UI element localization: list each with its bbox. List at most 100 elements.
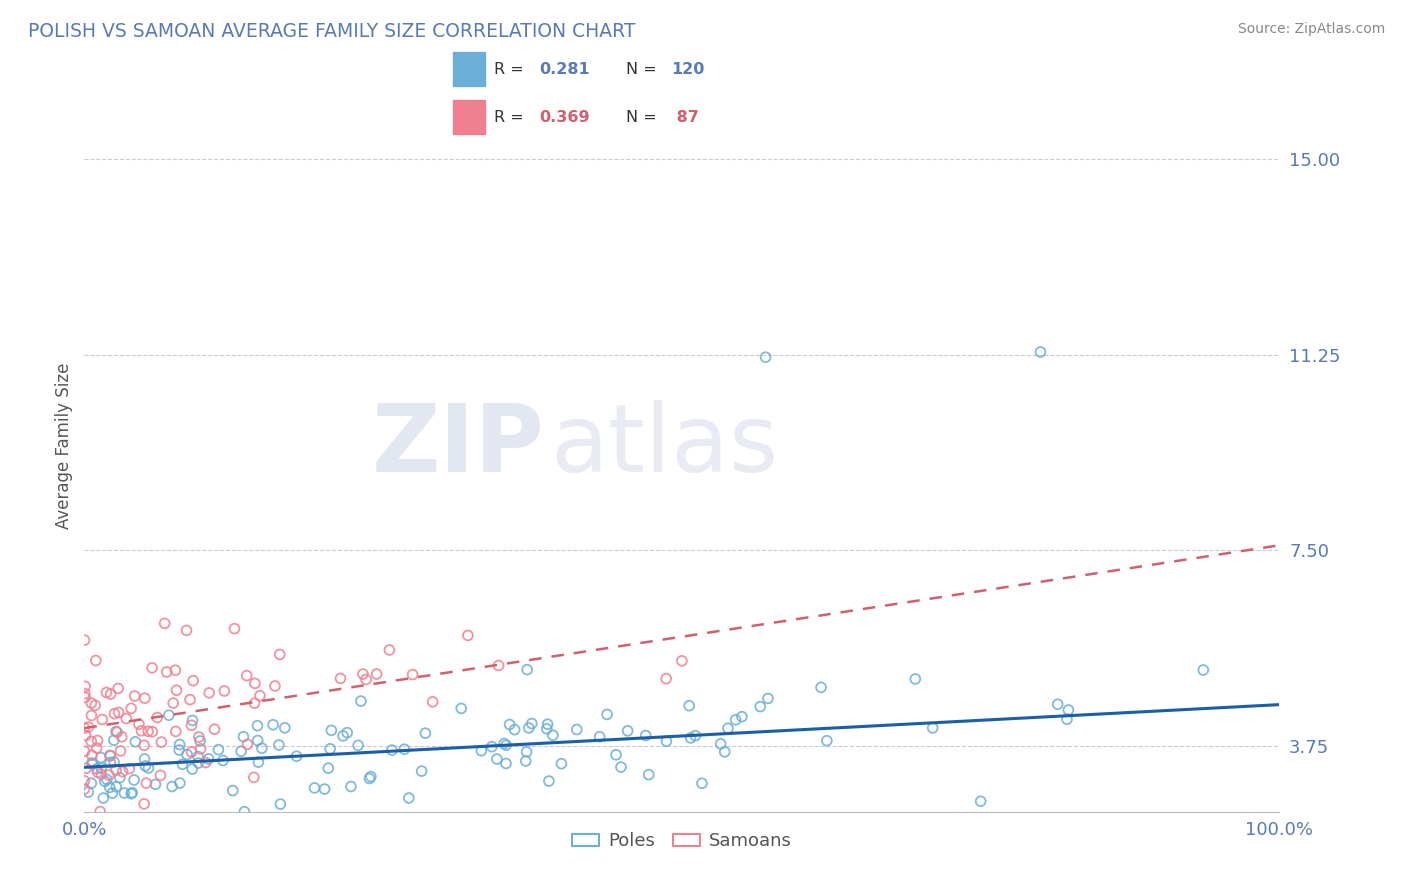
Point [135,776,157,790]
Point [246,733,269,747]
Point [165,724,187,739]
Point [214,684,236,698]
Point [115,711,138,725]
Point [169,776,191,790]
Point [515,754,537,768]
Text: 87: 87 [671,110,699,125]
Point [172,757,194,772]
Point [110,744,132,758]
Point [671,654,693,668]
Point [398,791,420,805]
Point [516,663,538,677]
Point [359,772,381,786]
Point [124,735,146,749]
Point [105,780,128,794]
Point [73,773,96,788]
Point [610,760,633,774]
Point [77,720,100,734]
Point [690,776,713,790]
Text: Source: ZipAtlas.com: Source: ZipAtlas.com [1237,22,1385,37]
Point [1029,345,1052,359]
Point [179,692,201,706]
Legend: Poles, Samoans: Poles, Samoans [565,825,799,857]
Point [180,718,202,732]
Point [360,770,382,784]
Point [605,747,627,762]
Text: 0.281: 0.281 [540,62,591,77]
Point [165,663,187,677]
Point [520,716,543,731]
Point [249,689,271,703]
Point [450,701,472,715]
Point [366,667,388,681]
Point [319,741,342,756]
Point [187,730,209,744]
Text: N =: N = [626,110,662,125]
Point [731,709,754,723]
Point [655,672,678,686]
Point [350,694,373,708]
Point [269,648,291,662]
Point [103,755,125,769]
Point [73,633,96,648]
Point [80,734,103,748]
Point [321,723,343,738]
Point [422,695,444,709]
Point [84,698,107,713]
FancyBboxPatch shape [453,101,485,134]
Point [86,765,108,780]
Point [354,673,377,687]
Point [536,717,558,731]
Point [145,777,167,791]
Point [75,761,97,775]
Point [166,683,188,698]
Point [495,756,517,771]
Point [96,772,118,787]
Point [120,701,142,715]
Point [222,783,245,797]
Point [329,672,352,686]
Point [485,752,508,766]
Point [236,737,259,751]
Point [89,805,111,819]
Point [149,768,172,782]
Point [1056,712,1078,726]
Point [80,696,103,710]
Point [136,724,159,739]
Point [103,706,125,721]
Point [134,691,156,706]
Point [262,717,284,731]
Point [156,665,179,679]
Point [274,721,297,735]
Point [181,714,204,728]
Text: R =: R = [494,110,529,125]
Point [904,672,927,686]
Point [86,741,108,756]
Point [1057,703,1080,717]
Point [187,749,209,764]
Point [503,723,526,737]
Point [243,696,266,710]
Text: POLISH VS SAMOAN AVERAGE FAMILY SIZE CORRELATION CHART: POLISH VS SAMOAN AVERAGE FAMILY SIZE COR… [28,22,636,41]
Text: 120: 120 [671,62,704,77]
Point [250,741,273,756]
Point [121,786,143,800]
Point [470,744,492,758]
Point [229,744,252,758]
Point [243,770,266,784]
Point [118,762,141,776]
Point [815,733,838,747]
Point [128,717,150,731]
Point [167,743,190,757]
Point [108,771,131,785]
Point [197,752,219,766]
Point [107,681,129,696]
Point [77,785,100,799]
Point [378,643,401,657]
Point [970,794,993,808]
Point [401,667,423,681]
Point [381,743,404,757]
Point [98,780,121,795]
Point [181,673,204,688]
Point [498,717,520,731]
